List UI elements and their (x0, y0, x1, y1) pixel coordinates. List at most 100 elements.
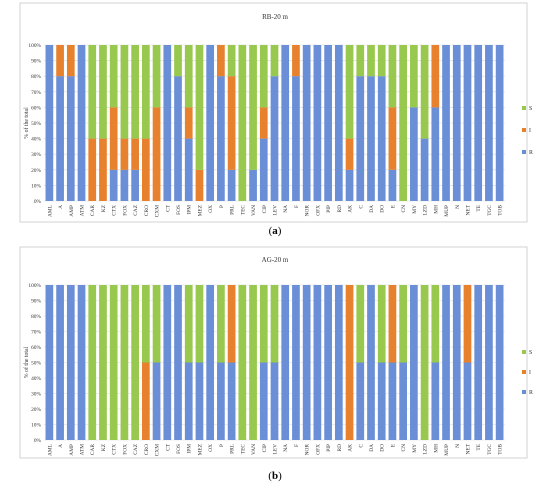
bar-segment-S-DO (377, 285, 386, 363)
bar-segment-R-FOX (120, 169, 129, 201)
bar-segment-S-CN (399, 45, 408, 201)
bar-segment-S-AK (345, 45, 354, 139)
bar-segment-S-VAN (249, 45, 257, 170)
bar-segment-S-FOX (120, 45, 129, 139)
x-tick-label: ATM (80, 444, 86, 456)
y-tick-label: 60% (31, 105, 41, 111)
x-tick-label: AK (348, 205, 354, 213)
x-tick-label: NOR (305, 205, 311, 217)
bar-segment-R-VAN (249, 169, 257, 201)
x-tick-label: NET (465, 204, 471, 215)
bar-segment-R-NET (463, 45, 472, 201)
x-tick-label: F (294, 205, 300, 208)
bar-segment-S-KZ (99, 285, 107, 440)
y-tick-label: 30% (31, 152, 41, 158)
bar-segment-S-TEC (238, 45, 247, 201)
panel-caption: (b) (268, 470, 282, 482)
chart-title: AG-20 m (262, 256, 289, 264)
x-tick-label: CXM (155, 444, 161, 456)
y-tick-label: 90% (31, 299, 41, 305)
bar-segment-S-MEZ (195, 45, 204, 170)
y-tick-label: 90% (31, 59, 41, 65)
bar-segment-R-DO (377, 362, 386, 440)
bar-segment-R-TOB (495, 285, 504, 440)
x-tick-label: A (58, 205, 64, 209)
x-tick-label: DA (369, 205, 375, 213)
x-tick-label: NOR (305, 444, 311, 456)
x-tick-label: E (390, 204, 396, 208)
x-tick-label: P (219, 205, 225, 208)
x-tick-label: MH (433, 444, 439, 453)
legend-label: R (529, 150, 533, 156)
bar-segment-S-CXM (152, 285, 161, 363)
bar-segment-I-IPM (184, 107, 193, 139)
x-tick-label: P (219, 444, 225, 447)
bar-segment-R-DA (367, 285, 375, 440)
bar-segment-S-MEZ (195, 285, 204, 363)
bar-segment-R-N (452, 285, 461, 440)
bar-segment-S-DA (367, 45, 375, 77)
chart-panel-2: AG-20 m 0% 10% 20% 30% 40% 50% 60% 70% 80% 90% 100%… (19, 246, 533, 482)
bar-segment-R-MEZ (195, 362, 204, 440)
bar-segment-R-OFX (313, 45, 322, 201)
x-tick-label: KZ (101, 444, 107, 451)
x-tick-label: NA (283, 205, 289, 213)
bar-segment-S-IPM (184, 285, 193, 363)
bar-segment-R-CT (163, 45, 172, 201)
x-tick-label: CIP (262, 444, 268, 452)
x-tick-label: MEZ (197, 444, 203, 455)
bar-segment-R-CAZ (131, 169, 139, 201)
bar-segment-I-MH (431, 45, 440, 108)
bar-segment-R-RD (334, 285, 343, 440)
bar-segment-S-TEC (238, 285, 247, 440)
bar-segment-S-LEV (270, 285, 279, 363)
bar-segment-R-CT (163, 285, 172, 440)
bar-segment-S-LZD (420, 45, 429, 139)
bar-segment-R-CXM (152, 362, 161, 440)
x-tick-label: FOX (122, 205, 128, 216)
bar-segment-R-MH (431, 362, 440, 440)
bar-segment-R-P (217, 362, 225, 440)
bar-segment-R-NA (281, 45, 290, 201)
bar-segment-S-CIP (259, 285, 268, 363)
x-tick-label: AML (47, 205, 53, 217)
x-tick-label: LZD (423, 444, 429, 455)
x-tick-label: CAR (90, 205, 96, 216)
bar-segment-S-CAZ (131, 285, 139, 440)
bar-segment-S-CTX (109, 45, 118, 108)
bar-segment-S-LEV (270, 45, 279, 77)
y-tick-label: 80% (31, 74, 41, 80)
x-tick-label: KZ (101, 205, 107, 212)
x-tick-label: RD (337, 205, 343, 213)
bar-segment-R-MH (431, 107, 440, 201)
y-tick-label: 30% (31, 392, 41, 398)
y-tick-label: 50% (31, 361, 41, 367)
x-tick-label: FOS (176, 444, 182, 454)
x-tick-label: MY (412, 444, 418, 453)
x-tick-label: PIP (326, 444, 332, 452)
x-tick-label: TGC (487, 205, 493, 216)
x-tick-label: IPM (187, 444, 193, 454)
x-tick-label: F (294, 444, 300, 447)
bar-segment-I-CRO (141, 362, 150, 440)
bar-segment-R-PRL (227, 362, 236, 440)
bar-segment-I-AMP (66, 45, 75, 77)
legend-swatch-S (522, 106, 526, 110)
bar-segment-R-TOB (495, 45, 504, 201)
bar-segment-S-CN (399, 285, 408, 363)
bar-segment-I-CTX (109, 107, 118, 170)
legend-swatch-I (522, 128, 526, 132)
bar-segment-R-PIP (324, 285, 332, 440)
bar-segment-R-A (56, 285, 64, 440)
y-tick-label: 80% (31, 314, 41, 320)
bar-segment-R-CN (399, 362, 408, 440)
y-axis-label: % of the total (23, 107, 30, 139)
bar-segment-R-A (56, 76, 64, 201)
bar-segment-I-CAZ (131, 138, 139, 170)
legend-label: S (529, 106, 532, 112)
bar-segment-R-NA (281, 285, 290, 440)
x-tick-label: TEC (240, 205, 246, 216)
y-tick-label: 70% (31, 330, 41, 336)
bar-segment-R-AMP (66, 285, 75, 440)
x-tick-label: FOS (176, 205, 182, 215)
